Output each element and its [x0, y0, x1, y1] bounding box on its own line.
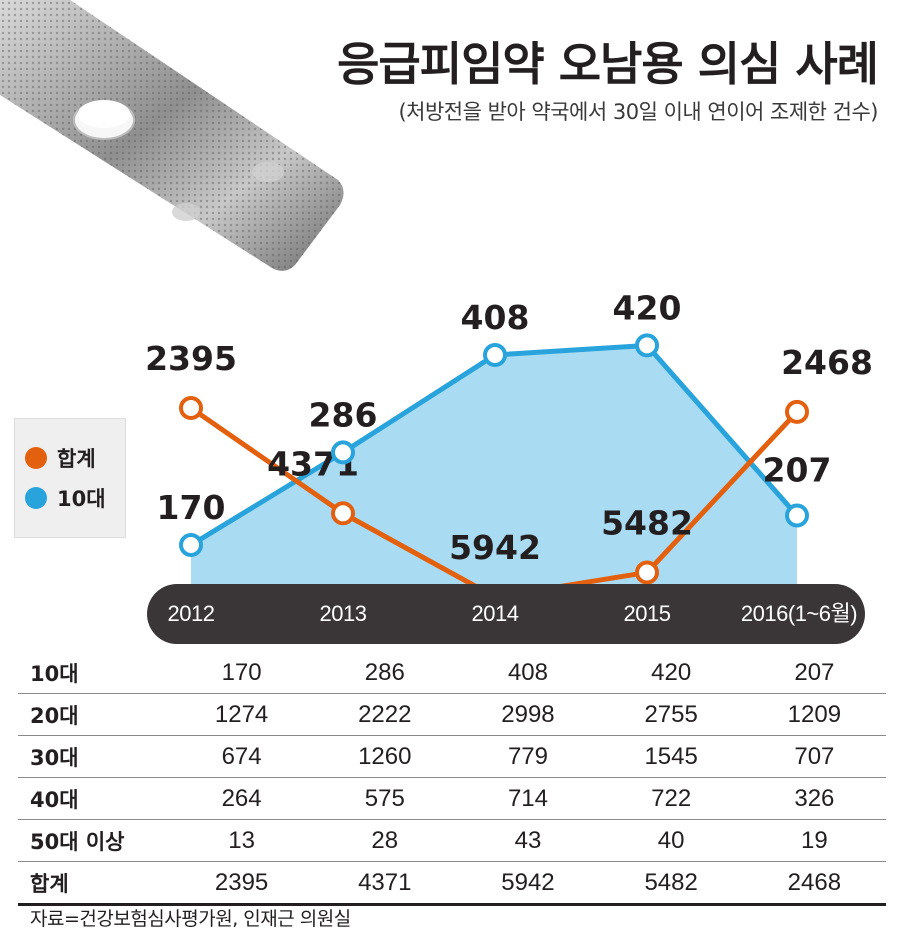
table-cell: 19	[742, 819, 886, 862]
table-row: 30대 674 1260 779 1545 707	[18, 735, 886, 778]
table-cell: 408	[456, 652, 600, 694]
teen-point	[483, 343, 507, 367]
x-tick-label: 2014	[471, 601, 519, 626]
chart-subtitle: (처방전을 받아 약국에서 30일 이내 연이어 조제한 건수)	[398, 100, 878, 124]
table-row: 50대 이상 13 28 43 40 19	[18, 819, 886, 862]
teen-data-label: 408	[461, 298, 530, 337]
table-cell: 286	[313, 652, 457, 694]
pill-blister-pack-image	[0, 0, 344, 271]
total-point	[179, 396, 203, 420]
table-cell: 2755	[599, 693, 743, 736]
table-cell: 674	[170, 735, 314, 778]
teen-data-label: 170	[157, 488, 226, 527]
table-row-total: 합계 2395 4371 5942 5482 2468	[18, 861, 886, 906]
table-cell: 2222	[313, 693, 457, 736]
total-point	[331, 501, 355, 526]
total-data-label: 2395	[145, 339, 237, 378]
x-axis-band: 2012 2013 2014 2015 2016(1~6월)	[147, 584, 865, 644]
legend-marker-total	[25, 447, 47, 469]
table-cell: 1260	[313, 735, 457, 778]
data-table: 10대 170 286 408 420 207 20대 1274 2222 29…	[18, 652, 886, 906]
legend: 합계 10대	[14, 418, 126, 538]
teen-data-label: 207	[763, 451, 832, 490]
row-label: 합계	[18, 861, 170, 906]
table-cell: 28	[313, 819, 457, 862]
total-data-label: 5942	[449, 528, 541, 567]
table-cell: 170	[170, 652, 314, 694]
table-row: 10대 170 286 408 420 207	[18, 652, 886, 694]
table-cell: 5942	[456, 861, 600, 906]
table-cell: 2998	[456, 693, 600, 736]
teen-data-label: 286	[309, 395, 378, 434]
teen-point	[635, 333, 659, 358]
teen-point	[785, 503, 809, 528]
legend-label: 합계	[57, 447, 96, 471]
x-tick-label: 2015	[623, 601, 671, 626]
x-tick-label: 2013	[319, 601, 367, 626]
row-label: 50대 이상	[18, 819, 170, 862]
table-cell: 722	[599, 777, 743, 820]
table-cell: 2395	[170, 861, 314, 906]
table-cell: 420	[599, 652, 743, 694]
table-cell: 575	[313, 777, 457, 820]
table-cell: 40	[599, 819, 743, 862]
source-note: 자료=건강보험심사평가원, 인재근 의원실	[30, 908, 351, 930]
row-label: 40대	[18, 777, 170, 820]
table-row: 40대 264 575 714 722 326	[18, 777, 886, 820]
table-cell: 5482	[599, 861, 743, 906]
legend-label: 10대	[57, 487, 106, 511]
table-cell: 714	[456, 777, 600, 820]
table-cell: 1209	[742, 693, 886, 736]
table-cell: 43	[456, 819, 600, 862]
total-point	[785, 399, 809, 424]
total-point	[635, 560, 659, 585]
x-tick-label: 2012	[167, 601, 215, 626]
table-cell: 1545	[599, 735, 743, 778]
x-tick-label: 2016(1~6월)	[740, 601, 858, 626]
legend-item-total: 합계	[25, 443, 96, 473]
total-data-label: 5482	[601, 504, 693, 543]
teen-area	[191, 345, 797, 600]
teen-point	[179, 533, 203, 557]
teen-data-label: 420	[613, 288, 682, 327]
table-cell: 707	[742, 735, 886, 778]
table-cell: 4371	[313, 861, 457, 906]
teen-point	[331, 440, 355, 465]
total-data-label: 2468	[781, 343, 873, 382]
chart-title: 응급피임약 오남용 의심 사례	[337, 37, 879, 91]
table-cell: 13	[170, 819, 314, 862]
table-row: 20대 1274 2222 2998 2755 1209	[18, 693, 886, 736]
table-cell: 779	[456, 735, 600, 778]
row-label: 10대	[18, 652, 170, 694]
table-cell: 2468	[742, 861, 886, 906]
table-cell: 264	[170, 777, 314, 820]
row-label: 20대	[18, 693, 170, 736]
legend-marker-teen	[25, 487, 47, 509]
table-cell: 207	[742, 652, 886, 694]
legend-item-teen: 10대	[25, 483, 106, 513]
table-cell: 1274	[170, 693, 314, 736]
row-label: 30대	[18, 735, 170, 778]
table-cell: 326	[742, 777, 886, 820]
